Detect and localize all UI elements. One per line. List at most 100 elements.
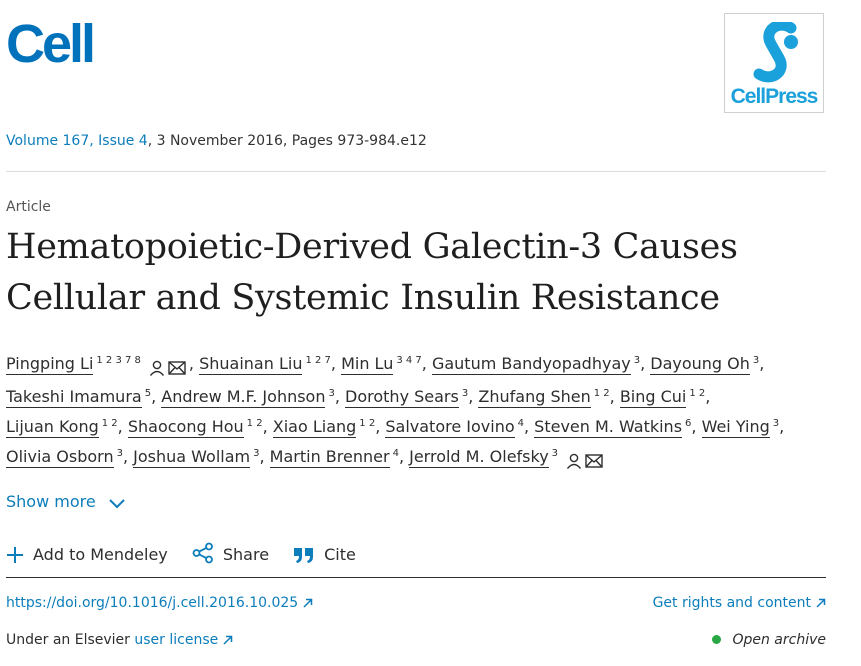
share-button[interactable]: Share bbox=[192, 542, 269, 564]
author-item[interactable]: Olivia Osborn 3 bbox=[6, 447, 123, 468]
author-affiliations: 3 bbox=[328, 388, 335, 399]
author-item[interactable]: Lijuan Kong 1 2 bbox=[6, 417, 118, 438]
issue-link[interactable]: Volume 167, Issue 4 bbox=[6, 133, 148, 149]
open-archive-label: Open archive bbox=[732, 632, 826, 648]
show-more-button[interactable]: Show more bbox=[6, 492, 125, 511]
author-name: Steven M. Watkins bbox=[534, 417, 683, 438]
doi-text: https://doi.org/10.1016/j.cell.2016.10.0… bbox=[6, 595, 299, 611]
author-affiliations: 1 2 bbox=[359, 418, 376, 429]
author-name: Gautum Bandyopadhyay bbox=[431, 354, 631, 375]
quote-icon bbox=[294, 548, 314, 563]
article-actions: Add to Mendeley Share Cite bbox=[6, 542, 375, 564]
cellpress-logo[interactable]: CellPress bbox=[724, 13, 824, 113]
author-item[interactable]: Dorothy Sears 3 bbox=[345, 387, 469, 408]
author-item[interactable]: Pingping Li 1 2 3 7 8 bbox=[6, 354, 189, 376]
author-affiliations: 6 bbox=[685, 418, 692, 429]
author-item[interactable]: Jerrold M. Olefsky 3 bbox=[409, 447, 606, 469]
author-item[interactable]: Bing Cui 1 2 bbox=[619, 387, 706, 408]
issue-info: Volume 167, Issue 4, 3 November 2016, Pa… bbox=[6, 133, 427, 149]
envelope-icon bbox=[585, 453, 603, 468]
add-to-mendeley-button[interactable]: Add to Mendeley bbox=[6, 545, 168, 564]
author-affiliations: 5 bbox=[144, 388, 152, 399]
author-list: Pingping Li 1 2 3 7 8, Shuainan Liu 1 2 7,… bbox=[6, 349, 826, 475]
author-name: Bing Cui bbox=[619, 387, 687, 408]
author-name: Andrew M.F. Johnson bbox=[161, 387, 326, 408]
author-item[interactable]: Zhufang Shen 1 2 bbox=[478, 387, 610, 408]
author-affiliations: 3 bbox=[461, 388, 469, 399]
article-title: Hematopoietic-Derived Galectin-3 Causes … bbox=[6, 227, 738, 318]
cite-button[interactable]: Cite bbox=[293, 545, 356, 564]
author-name: Zhufang Shen bbox=[478, 387, 591, 408]
mendeley-label: Add to Mendeley bbox=[33, 545, 168, 564]
author-affiliations: 3 bbox=[772, 418, 780, 429]
status-dot-icon bbox=[712, 635, 722, 644]
rights-text: Get rights and content bbox=[652, 595, 811, 611]
doi-link[interactable]: https://doi.org/10.1016/j.cell.2016.10.0… bbox=[6, 595, 313, 611]
author-name: Dayoung Oh bbox=[650, 354, 750, 375]
author-affiliations: 3 bbox=[253, 448, 260, 459]
author-affiliations: 3 4 7 bbox=[396, 355, 422, 366]
author-name: Wei Ying bbox=[701, 417, 770, 438]
person-icon bbox=[149, 360, 164, 376]
author-name: Martin Brenner bbox=[269, 447, 390, 468]
author-item[interactable]: Xiao Liang 1 2 bbox=[272, 417, 376, 438]
cite-label: Cite bbox=[324, 545, 356, 564]
author-item[interactable]: Martin Brenner 4 bbox=[269, 447, 399, 468]
author-item[interactable]: Shuainan Liu 1 2 7 bbox=[199, 354, 331, 375]
author-contact-icons bbox=[566, 445, 606, 475]
author-affiliations: 4 bbox=[392, 448, 399, 459]
author-item[interactable]: Andrew M.F. Johnson 3 bbox=[161, 387, 335, 408]
author-name: Takeshi Imamura bbox=[6, 387, 142, 408]
author-item[interactable]: Min Lu 3 4 7 bbox=[341, 354, 422, 375]
share-icon bbox=[192, 542, 213, 564]
external-link-icon bbox=[816, 598, 826, 608]
author-item[interactable]: Shaocong Hou 1 2 bbox=[127, 417, 263, 438]
author-contact-icons bbox=[149, 352, 189, 382]
envelope-icon bbox=[168, 360, 186, 375]
cell-journal-logo[interactable]: Cell bbox=[6, 14, 96, 74]
author-affiliations: 4 bbox=[517, 418, 524, 429]
author-affiliations: 3 bbox=[551, 448, 559, 459]
author-name: Joshua Wollam bbox=[133, 447, 251, 468]
author-affiliations: 3 bbox=[116, 448, 123, 459]
author-affiliations: 3 bbox=[752, 355, 760, 366]
author-name: Olivia Osborn bbox=[6, 447, 114, 468]
author-name: Dorothy Sears bbox=[345, 387, 459, 408]
author-name: Jerrold M. Olefsky bbox=[409, 447, 549, 468]
author-affiliations: 3 bbox=[633, 355, 641, 366]
author-item[interactable]: Joshua Wollam 3 bbox=[133, 447, 260, 468]
author-affiliations: 1 2 bbox=[246, 418, 263, 429]
author-affiliations: 1 2 bbox=[689, 388, 706, 399]
author-affiliations: 1 2 bbox=[593, 388, 610, 399]
actions-divider bbox=[6, 577, 826, 578]
header-divider bbox=[6, 171, 826, 172]
author-item[interactable]: Salvatore Iovino 4 bbox=[385, 417, 524, 438]
chevron-down-icon bbox=[109, 499, 125, 509]
author-name: Xiao Liang bbox=[272, 417, 357, 438]
author-item[interactable]: Gautum Bandyopadhyay 3 bbox=[431, 354, 641, 375]
person-icon bbox=[567, 453, 582, 469]
external-link-icon bbox=[223, 635, 233, 645]
external-link-icon bbox=[303, 598, 313, 608]
author-affiliations: 1 2 bbox=[101, 418, 118, 429]
author-name: Shuainan Liu bbox=[199, 354, 303, 375]
share-label: Share bbox=[222, 545, 270, 564]
author-item[interactable]: Dayoung Oh 3 bbox=[650, 354, 760, 375]
article-type: Article bbox=[6, 199, 51, 215]
plus-icon bbox=[7, 547, 23, 563]
cellpress-mark-icon bbox=[753, 22, 798, 83]
author-name: Shaocong Hou bbox=[127, 417, 244, 438]
user-license-link[interactable]: user license bbox=[134, 632, 233, 648]
author-item[interactable]: Steven M. Watkins 6 bbox=[534, 417, 692, 438]
author-item[interactable]: Takeshi Imamura 5 bbox=[6, 387, 152, 408]
license-info: Under an Elsevier user license bbox=[6, 632, 233, 648]
open-archive-badge: Open archive bbox=[712, 632, 826, 648]
author-item[interactable]: Wei Ying 3 bbox=[701, 417, 780, 438]
show-more-label: Show more bbox=[6, 492, 96, 511]
author-name: Min Lu bbox=[341, 354, 394, 375]
author-affiliations: 1 2 3 7 8 bbox=[96, 355, 141, 366]
cellpress-logo-text: CellPress bbox=[730, 85, 819, 108]
license-prefix: Under an Elsevier bbox=[6, 632, 135, 648]
rights-link[interactable]: Get rights and content bbox=[653, 595, 826, 611]
author-affiliations: 1 2 7 bbox=[305, 355, 331, 366]
